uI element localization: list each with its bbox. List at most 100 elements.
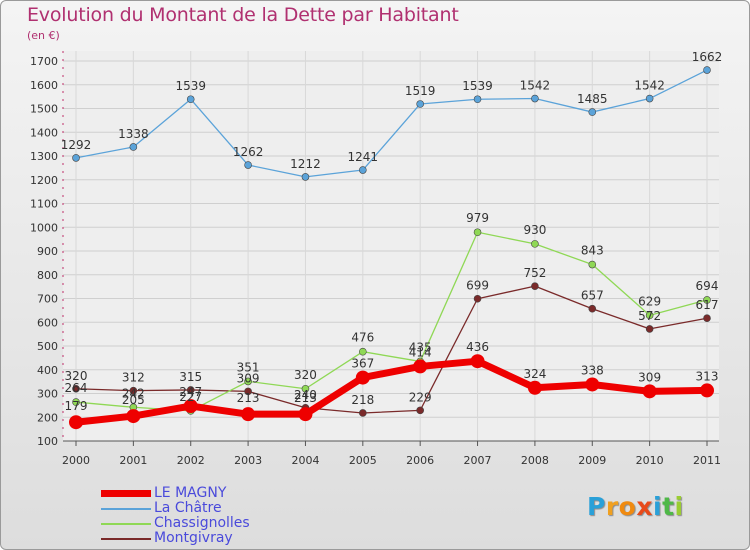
data-label: 1542 bbox=[634, 79, 665, 93]
data-label: 699 bbox=[466, 279, 489, 293]
data-point bbox=[700, 383, 714, 398]
data-point bbox=[298, 407, 313, 422]
x-tick-label: 2000 bbox=[62, 454, 90, 467]
x-tick-label: 2001 bbox=[119, 454, 147, 467]
data-label: 1262 bbox=[233, 145, 264, 159]
data-point bbox=[703, 296, 711, 304]
data-label: 1212 bbox=[290, 157, 321, 171]
legend: LE MAGNY La Châtre Chassignolles Montgivray bbox=[101, 486, 250, 546]
data-point bbox=[244, 377, 252, 386]
data-label: 324 bbox=[523, 367, 546, 381]
data-label: 227 bbox=[179, 390, 202, 404]
x-tick-label: 2003 bbox=[234, 454, 262, 467]
legend-item: Montgivray bbox=[101, 531, 250, 546]
data-point bbox=[588, 108, 597, 116]
data-label: 930 bbox=[523, 223, 546, 237]
data-point bbox=[527, 380, 542, 395]
data-point bbox=[129, 386, 138, 395]
y-tick-label: 500 bbox=[37, 340, 58, 353]
y-tick-label: 1500 bbox=[30, 103, 58, 116]
legend-swatch bbox=[101, 507, 151, 510]
data-point bbox=[531, 94, 539, 103]
legend-label: La Châtre bbox=[154, 500, 222, 516]
data-point bbox=[645, 325, 654, 333]
data-label: 1519 bbox=[405, 84, 436, 98]
y-tick-label: 300 bbox=[37, 388, 58, 401]
data-point bbox=[531, 282, 539, 290]
data-point bbox=[585, 377, 600, 392]
data-point bbox=[359, 409, 367, 417]
data-point bbox=[588, 260, 597, 269]
data-point bbox=[642, 384, 657, 399]
y-tick-label: 600 bbox=[37, 316, 58, 329]
data-label: 657 bbox=[581, 289, 604, 303]
y-tick-label: 800 bbox=[37, 269, 58, 282]
proxiti-logo: Proxiti bbox=[587, 492, 684, 521]
data-point bbox=[703, 314, 711, 323]
data-point bbox=[69, 415, 83, 430]
legend-item: Chassignolles bbox=[101, 516, 250, 531]
legend-item: LE MAGNY bbox=[101, 486, 250, 501]
data-label: 694 bbox=[696, 279, 719, 293]
data-label: 218 bbox=[351, 393, 374, 407]
data-label: 1539 bbox=[462, 79, 493, 93]
data-point bbox=[416, 406, 424, 415]
data-point bbox=[645, 94, 654, 103]
data-point bbox=[359, 347, 367, 356]
data-label: 367 bbox=[351, 357, 374, 371]
data-point bbox=[413, 359, 428, 374]
data-point bbox=[588, 304, 597, 313]
data-label: 205 bbox=[122, 393, 145, 407]
data-point bbox=[473, 228, 482, 237]
x-tick-label: 2005 bbox=[349, 454, 377, 467]
data-label: 247 bbox=[179, 385, 202, 399]
data-label: 320 bbox=[294, 368, 317, 382]
y-tick-label: 700 bbox=[37, 293, 58, 306]
legend-label: Montgivray bbox=[154, 530, 233, 546]
legend-label: LE MAGNY bbox=[154, 485, 227, 501]
y-tick-label: 1600 bbox=[30, 79, 58, 92]
data-label: 572 bbox=[638, 309, 661, 323]
data-label: 240 bbox=[294, 388, 317, 402]
y-tick-label: 1700 bbox=[30, 55, 58, 68]
y-tick-label: 1100 bbox=[30, 198, 58, 211]
data-point bbox=[126, 409, 141, 424]
data-label: 213 bbox=[294, 391, 317, 405]
data-label: 752 bbox=[523, 266, 546, 280]
data-label: 979 bbox=[466, 211, 489, 225]
y-tick-label: 100 bbox=[37, 435, 58, 448]
data-label: 179 bbox=[65, 399, 88, 413]
data-point bbox=[186, 386, 195, 394]
data-label: 1338 bbox=[118, 127, 149, 141]
data-point bbox=[186, 95, 195, 104]
data-point bbox=[355, 370, 370, 385]
data-label: 629 bbox=[638, 294, 661, 308]
data-point bbox=[72, 398, 80, 406]
series-line-1 bbox=[75, 69, 708, 178]
data-label: 1542 bbox=[520, 79, 551, 93]
data-point bbox=[183, 399, 198, 414]
data-point bbox=[359, 166, 367, 174]
x-tick-label: 2009 bbox=[578, 454, 606, 467]
data-label: 264 bbox=[65, 381, 88, 395]
x-tick-label: 2008 bbox=[521, 454, 549, 467]
data-label: 229 bbox=[409, 390, 432, 404]
data-label: 309 bbox=[237, 371, 260, 385]
data-point bbox=[301, 384, 310, 393]
series-line-3 bbox=[75, 285, 708, 414]
y-tick-label: 900 bbox=[37, 245, 58, 258]
series-line-0 bbox=[75, 357, 708, 426]
data-point bbox=[72, 154, 80, 162]
y-tick-label: 1200 bbox=[30, 174, 58, 187]
data-label: 1241 bbox=[348, 150, 379, 164]
data-point bbox=[244, 161, 252, 169]
legend-label: Chassignolles bbox=[154, 515, 250, 531]
data-label: 313 bbox=[696, 369, 719, 383]
data-point bbox=[241, 407, 256, 422]
data-label: 414 bbox=[409, 345, 432, 359]
data-label: 351 bbox=[237, 360, 260, 374]
x-tick-label: 2010 bbox=[636, 454, 664, 467]
x-tick-label: 2007 bbox=[464, 454, 492, 467]
legend-swatch bbox=[101, 537, 151, 540]
